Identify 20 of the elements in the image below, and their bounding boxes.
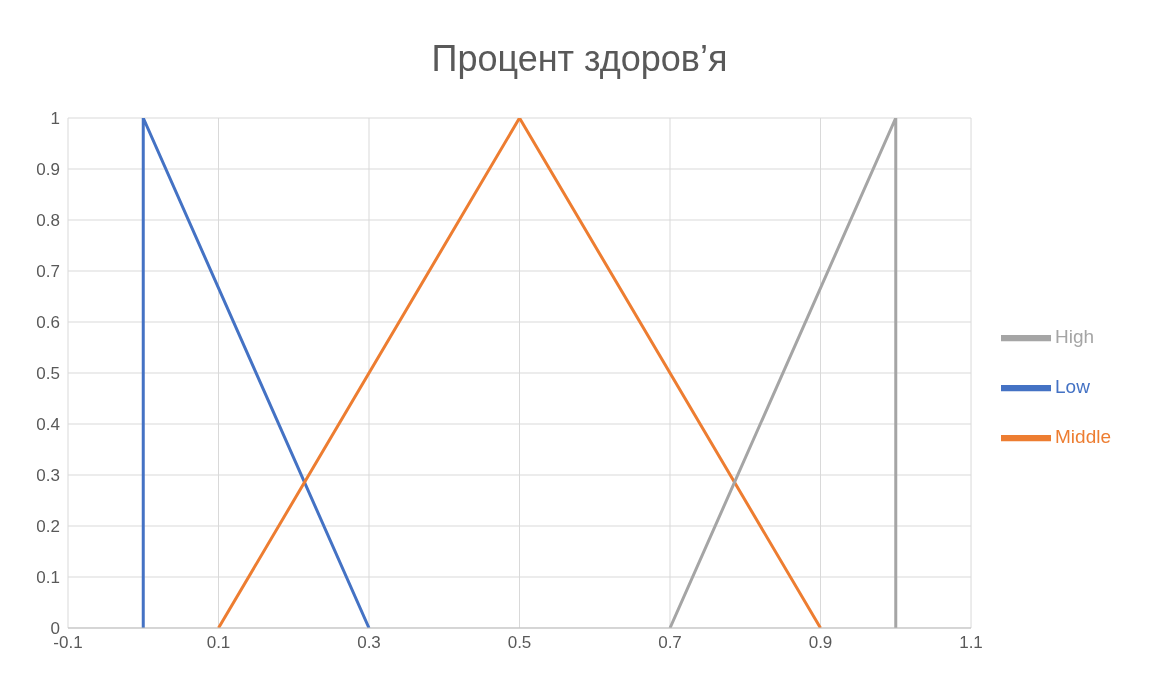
x-tick-label: 0.3 xyxy=(357,633,381,653)
x-tick-label: 0.9 xyxy=(808,633,833,653)
legend-label: High xyxy=(1055,326,1095,348)
x-tick-label: 0.1 xyxy=(206,633,231,653)
y-tick-label: 0.6 xyxy=(36,313,60,333)
y-tick-label: 0.9 xyxy=(36,160,60,180)
y-tick-label: 0.1 xyxy=(36,568,60,588)
y-tick-label: 0.2 xyxy=(36,517,60,537)
x-tick-label: 1.1 xyxy=(959,633,983,653)
y-tick-label: 0.7 xyxy=(36,262,60,282)
y-tick-label: 0.8 xyxy=(36,211,60,231)
legend-label: Low xyxy=(1055,376,1090,398)
y-tick-label: 0.4 xyxy=(36,415,60,435)
y-tick-label: 1 xyxy=(50,109,60,129)
legend-label: Middle xyxy=(1055,426,1111,448)
x-tick-label: 0.7 xyxy=(658,633,682,653)
chart-title: Процент здоров’я xyxy=(430,37,729,81)
x-tick-label: 0.5 xyxy=(507,633,532,653)
y-tick-label: 0.5 xyxy=(36,364,60,384)
y-tick-label: 0.3 xyxy=(36,466,60,486)
